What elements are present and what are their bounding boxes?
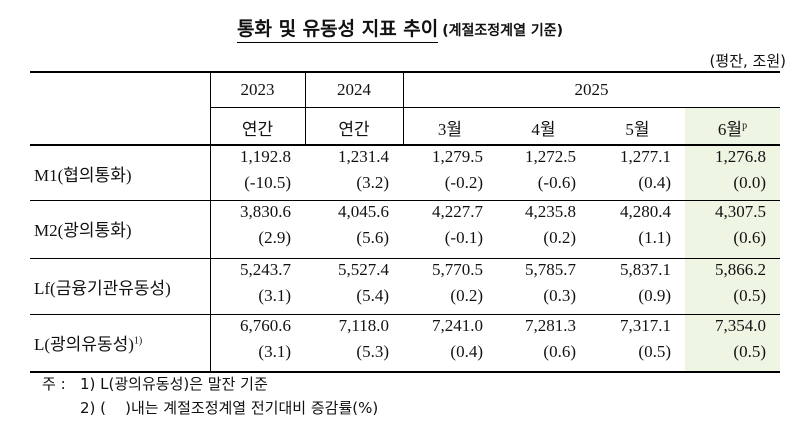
period: 6월 <box>717 120 743 139</box>
preliminary-mark: p <box>742 120 748 132</box>
highlight <box>685 108 780 372</box>
rule <box>30 144 780 146</box>
value: 6,760.6 <box>240 316 291 335</box>
change: (3.1) <box>258 342 291 361</box>
change: (0.5) <box>733 286 766 305</box>
value: 1,192.8 <box>240 147 291 166</box>
value: 5,866.2 <box>715 260 766 279</box>
label: M2(광의통화) <box>34 221 132 240</box>
change: (0.5) <box>638 342 671 361</box>
change: (0.6) <box>543 342 576 361</box>
value: 5,243.7 <box>240 260 291 279</box>
rule <box>403 72 404 144</box>
note-prefix: 주 : <box>42 375 66 393</box>
change: (-0.6) <box>537 173 576 192</box>
change: (0.0) <box>733 173 766 192</box>
value: 4,307.5 <box>715 202 766 221</box>
title-block: 통화 및 유동성 지표 추이 (계절조정계열 기준) <box>0 14 800 43</box>
value: 7,281.3 <box>525 316 576 335</box>
year-header: 2023 <box>240 80 275 99</box>
row-label: M1(협의통화) <box>34 161 132 186</box>
value: 7,354.0 <box>715 316 766 335</box>
period: 연간 <box>241 120 274 139</box>
row-label: L(광의유동성)1) <box>34 330 142 355</box>
change: (3.2) <box>356 173 389 192</box>
change: (0.4) <box>638 173 671 192</box>
change: (0.2) <box>450 286 483 305</box>
value: 4,227.7 <box>432 202 483 221</box>
label: L(광의유동성) <box>34 335 134 354</box>
label: M1(협의통화) <box>34 166 132 185</box>
title: 통화 및 유동성 지표 추이 <box>237 18 439 43</box>
rule <box>210 107 780 108</box>
change: (-10.5) <box>244 173 291 192</box>
period: 5월 <box>625 120 650 139</box>
change: (5.4) <box>356 286 389 305</box>
label-note: 1) <box>133 335 143 347</box>
value: 1,276.8 <box>715 147 766 166</box>
period-header: 5월 <box>590 115 685 140</box>
period-header: 연간 <box>210 115 305 140</box>
value: 1,272.5 <box>525 147 576 166</box>
period-header: 4월 <box>497 115 590 140</box>
value: 5,785.7 <box>525 260 576 279</box>
change: (3.1) <box>258 286 291 305</box>
change: (5.3) <box>356 342 389 361</box>
year-header: 2025 <box>574 80 609 99</box>
value: 1,277.1 <box>620 147 671 166</box>
change: (0.3) <box>543 286 576 305</box>
change: (-0.2) <box>444 173 483 192</box>
change: (0.4) <box>450 342 483 361</box>
period-header: 6월p <box>685 115 780 140</box>
row-label: M2(광의통화) <box>34 216 132 241</box>
value: 7,317.1 <box>620 316 671 335</box>
rule <box>210 72 211 372</box>
value: 7,241.0 <box>432 316 483 335</box>
row-label: Lf(금융기관유동성) <box>34 274 171 299</box>
value: 1,231.4 <box>338 147 389 166</box>
year-header: 2024 <box>337 80 371 99</box>
change: (0.5) <box>733 342 766 361</box>
rule <box>30 314 780 315</box>
value: 4,280.4 <box>620 202 671 221</box>
value: 4,045.6 <box>338 202 389 221</box>
change: (5.6) <box>356 228 389 247</box>
period: 연간 <box>338 120 370 139</box>
rule <box>30 71 780 73</box>
value: 4,235.8 <box>525 202 576 221</box>
value: 5,770.5 <box>432 260 483 279</box>
rule <box>30 200 780 201</box>
change: (0.9) <box>638 286 671 305</box>
value: 7,118.0 <box>338 316 389 335</box>
note: 1) L(광의유동성)은 말잔 기준 <box>80 375 268 393</box>
rule <box>30 371 780 373</box>
change: (1.1) <box>638 228 671 247</box>
change: (0.6) <box>733 228 766 247</box>
change: (2.9) <box>258 228 291 247</box>
value: 5,527.4 <box>338 260 389 279</box>
value: 5,837.1 <box>620 260 671 279</box>
value: 1,279.5 <box>432 147 483 166</box>
unit: (평잔, 조원) <box>709 52 786 70</box>
label: Lf(금융기관유동성) <box>34 279 171 298</box>
rule <box>30 258 780 259</box>
period: 4월 <box>531 120 556 139</box>
period: 3월 <box>437 120 463 139</box>
period-header: 3월 <box>403 115 497 140</box>
period-header: 연간 <box>305 115 403 140</box>
value: 3,830.6 <box>240 202 291 221</box>
subtitle: (계절조정계열 기준) <box>442 23 563 39</box>
change: (-0.1) <box>444 228 483 247</box>
change: (0.2) <box>543 228 576 247</box>
rule <box>305 72 306 144</box>
note: 2) ( )내는 계절조정계열 전기대비 증감률(%) <box>80 399 379 417</box>
